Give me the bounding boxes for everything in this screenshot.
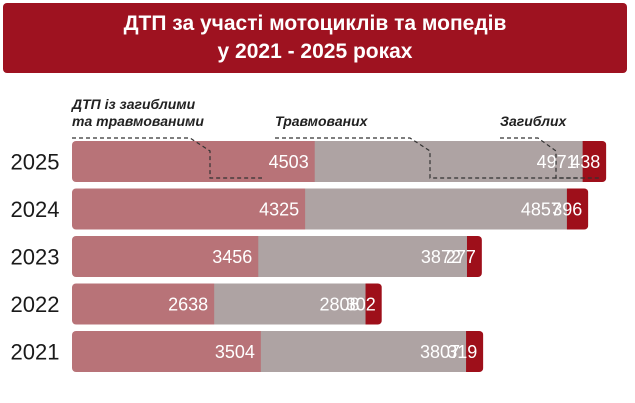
value-label-killed-2021: 319 <box>447 342 477 362</box>
value-label-injured-2023: 3872 <box>421 247 461 267</box>
legend-accidents-line-1: ДТП із загиблими <box>72 96 196 112</box>
value-label-killed-2024: 396 <box>552 200 582 220</box>
value-label-accidents-2022: 2638 <box>168 295 208 315</box>
bar-injured-2022 <box>214 283 367 325</box>
value-label-injured-2025: 4971 <box>537 152 577 172</box>
chart-title-line-1: ДТП за участі мотоциклів та мопедів <box>123 12 507 35</box>
value-label-accidents-2024: 4325 <box>259 200 299 220</box>
bar-accidents-2022 <box>72 283 216 325</box>
bar-killed-2023 <box>466 236 482 277</box>
legend-label-accidents: ДТП із загиблими та травмованими <box>72 96 204 130</box>
legend-label-killed: Загиблих <box>500 113 567 129</box>
year-label-2022: 2022 <box>11 292 60 317</box>
bar-injured-2025 <box>314 141 584 182</box>
value-label-killed-2022: 302 <box>346 295 376 315</box>
bar-killed-2022 <box>365 283 382 325</box>
year-label-2023: 2023 <box>11 245 60 270</box>
bar-killed-2021 <box>466 331 484 372</box>
year-label-2024: 2024 <box>11 197 60 222</box>
bar-killed-2024 <box>566 188 589 230</box>
bar-injured-2024 <box>305 188 568 230</box>
bar-accidents-2025 <box>72 141 316 182</box>
leader-line-killed <box>500 137 601 179</box>
year-label-2021: 2021 <box>11 340 60 365</box>
value-label-injured-2024: 4857 <box>521 200 561 220</box>
value-label-killed-2025: 438 <box>570 152 600 172</box>
bar-accidents-2024 <box>72 188 307 230</box>
value-label-accidents-2023: 3456 <box>212 247 252 267</box>
leader-line-accidents <box>72 137 262 179</box>
legend-label-injured: Травмованих <box>275 113 368 129</box>
bar-accidents-2021 <box>72 331 262 372</box>
value-label-injured-2022: 2808 <box>319 295 359 315</box>
bar-injured-2021 <box>260 331 468 372</box>
value-label-injured-2021: 3807 <box>420 342 460 362</box>
legend-accidents-line-2: та травмованими <box>72 113 204 129</box>
chart-title-banner: ДТП за участі мотоциклів та мопедів у 20… <box>3 3 627 73</box>
year-label-2025: 2025 <box>11 150 60 175</box>
chart-title-line-2: у 2021 - 2025 роках <box>217 40 413 63</box>
bar-killed-2025 <box>582 141 607 182</box>
value-label-accidents-2025: 4503 <box>269 152 309 172</box>
value-label-accidents-2021: 3504 <box>215 342 255 362</box>
value-label-killed-2023: 277 <box>446 247 476 267</box>
bar-accidents-2023 <box>72 236 260 277</box>
bar-injured-2023 <box>258 236 468 277</box>
